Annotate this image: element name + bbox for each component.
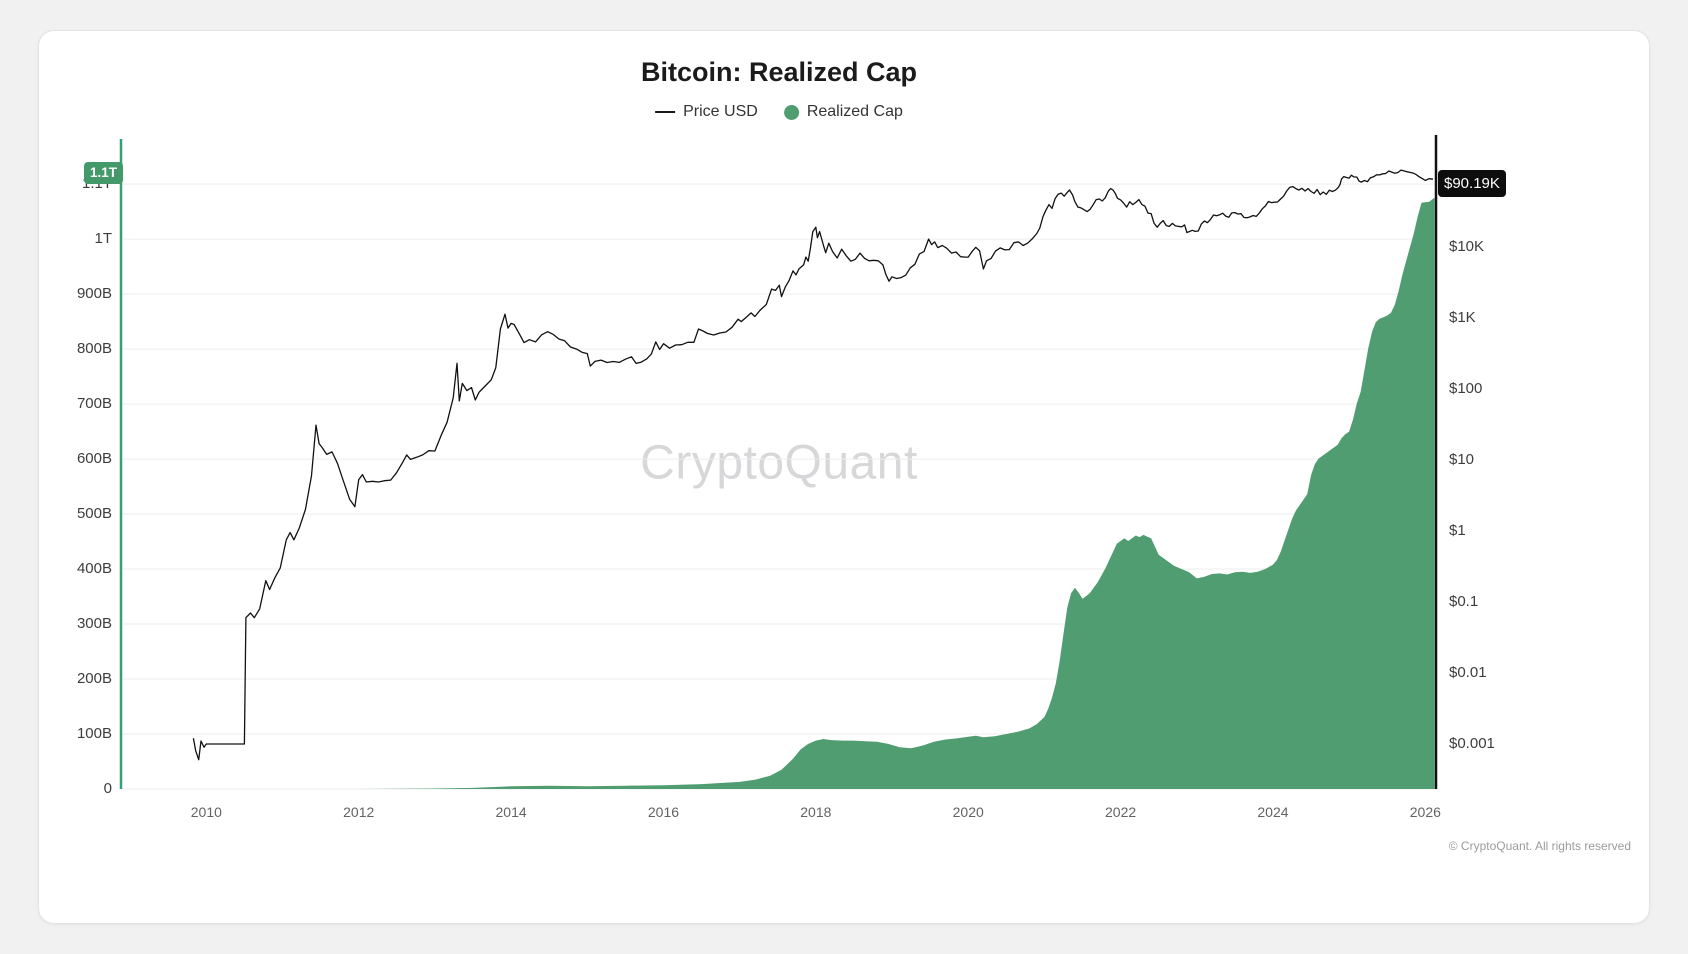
realized-cap-current-badge: 1.1T bbox=[84, 162, 124, 184]
left-axis-tick-label: 600B bbox=[77, 450, 112, 467]
cryptoquant-watermark: CryptoQuant bbox=[640, 436, 918, 490]
right-axis-tick-label: $10 bbox=[1449, 451, 1474, 468]
realized-cap-dot-swatch-icon bbox=[783, 104, 799, 120]
legend: Price USD Realized Cap bbox=[655, 103, 903, 121]
left-axis-tick-label: 500B bbox=[77, 505, 112, 522]
legend-label: Realized Cap bbox=[806, 103, 903, 120]
price-current-badge: $90.19K bbox=[1438, 170, 1506, 197]
left-axis-tick-label: 900B bbox=[77, 285, 112, 302]
x-axis-tick-label: 2010 bbox=[191, 804, 222, 820]
left-axis-tick-label: 300B bbox=[77, 615, 112, 632]
x-axis-tick-label: 2016 bbox=[648, 804, 679, 820]
left-axis-tick-label: 800B bbox=[77, 340, 112, 357]
realized-cap-area bbox=[191, 197, 1435, 790]
left-axis-tick-label: 400B bbox=[77, 560, 112, 577]
price-line-swatch-icon bbox=[655, 111, 676, 113]
legend-item-realized-cap[interactable]: Realized Cap bbox=[783, 103, 903, 121]
x-axis-tick-label: 2026 bbox=[1410, 804, 1441, 820]
chart-title: Bitcoin: Realized Cap bbox=[640, 57, 918, 87]
right-axis-tick-label: $1 bbox=[1449, 522, 1466, 539]
right-axis-tick-label: $1K bbox=[1449, 309, 1476, 326]
left-axis-tick-label: 100B bbox=[77, 725, 112, 742]
chart-card: Bitcoin: Realized Cap Price USD Realized… bbox=[38, 30, 1650, 924]
legend-item-price-usd[interactable]: Price USD bbox=[655, 103, 758, 121]
x-axis-tick-label: 2022 bbox=[1105, 804, 1136, 820]
x-axis-tick-label: 2018 bbox=[800, 804, 831, 820]
right-axis-tick-label: $10K bbox=[1449, 238, 1484, 255]
left-axis-tick-label: 200B bbox=[77, 670, 112, 687]
x-axis-tick-label: 2020 bbox=[953, 804, 984, 820]
x-axis-tick-label: 2024 bbox=[1257, 804, 1288, 820]
x-axis-tick-label: 2014 bbox=[496, 804, 527, 820]
legend-label: Price USD bbox=[683, 103, 758, 120]
copyright-footer: © CryptoQuant. All rights reserved bbox=[1448, 839, 1631, 853]
left-axis-tick-label: 0 bbox=[104, 780, 112, 797]
chart-svg[interactable]: 1.1T 1T 900B 800B 700B 600B 500B 400B 300B 200B 10… bbox=[39, 31, 1650, 924]
price-usd-line bbox=[192, 169, 1434, 761]
left-axis-tick-label: 700B bbox=[77, 395, 112, 412]
right-axis-tick-label: $0.01 bbox=[1449, 664, 1487, 681]
right-axis-tick-label: $100 bbox=[1449, 380, 1482, 397]
right-axis-tick-label: $0.001 bbox=[1449, 735, 1495, 752]
right-axis-tick-label: $0.1 bbox=[1449, 593, 1478, 610]
x-axis-tick-label: 2012 bbox=[343, 804, 374, 820]
left-axis-tick-label: 1T bbox=[94, 230, 112, 247]
